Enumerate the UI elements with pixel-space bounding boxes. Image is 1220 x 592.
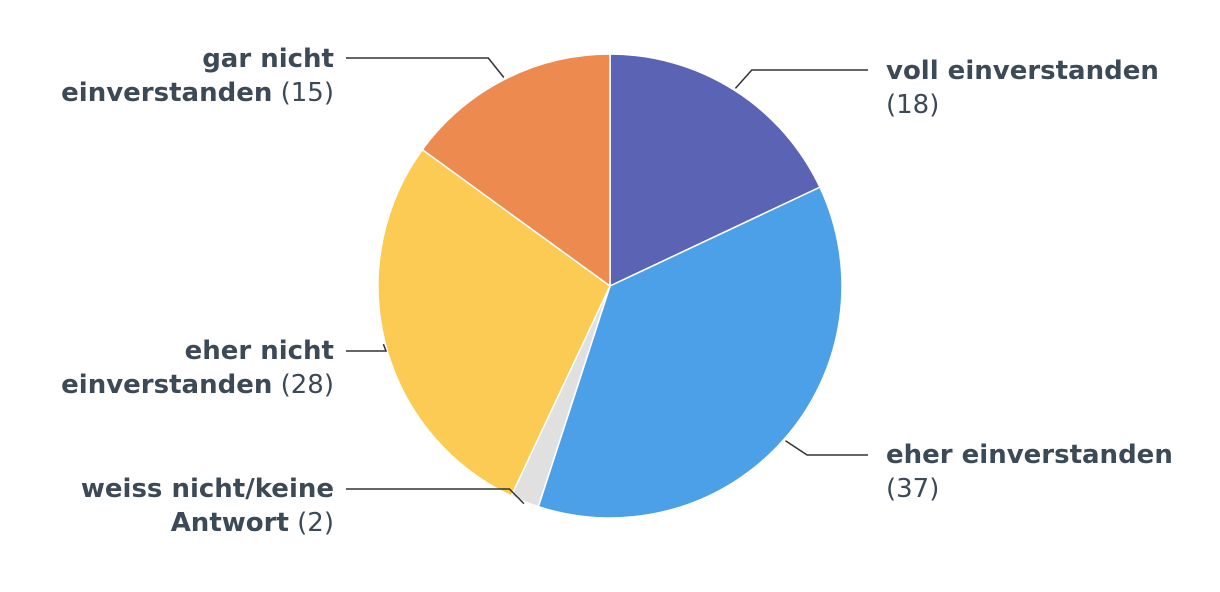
connector-line: [346, 488, 525, 505]
pie-slice-eher-einverstanden: [537, 186, 843, 519]
label-weiss-nicht-keine-antwort: weiss nicht/keine Antwort (2): [81, 472, 334, 540]
connector-line: [785, 440, 868, 456]
pie-slice-eher-nicht-einverstanden: [377, 148, 611, 497]
connector-line: [346, 343, 388, 352]
pie-slice-voll-einverstanden: [609, 53, 821, 288]
pie-slice-gar-nicht-einverstanden: [421, 53, 611, 288]
label-name: gar nicht: [202, 44, 334, 74]
label-name: voll einverstanden: [886, 56, 1159, 86]
label-name: eher einverstanden: [886, 440, 1173, 470]
connector-line: [346, 57, 505, 78]
label-value: (2): [297, 508, 334, 538]
label-name: weiss nicht/keine: [80, 474, 334, 504]
label-voll-einverstanden: voll einverstanden (18): [886, 54, 1159, 122]
label-eher-nicht-einverstanden: eher nicht einverstanden (28): [61, 334, 334, 402]
label-value: (15): [280, 78, 334, 108]
label-gar-nicht-einverstanden: gar nicht einverstanden (15): [61, 42, 334, 110]
label-eher-einverstanden: eher einverstanden (37): [886, 438, 1173, 506]
label-value: (18): [886, 90, 940, 120]
label-value: (37): [886, 474, 940, 504]
label-value: (28): [280, 370, 334, 400]
connector-line: [734, 69, 868, 89]
label-name: eher nicht: [184, 336, 334, 366]
label-name-line2: einverstanden: [61, 78, 273, 108]
label-name-line2: Antwort: [170, 508, 289, 538]
label-name-line2: einverstanden: [61, 370, 273, 400]
